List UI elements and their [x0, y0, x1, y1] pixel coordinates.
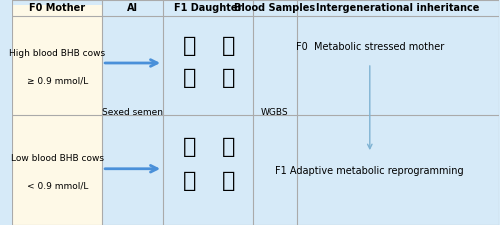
Text: 🐄: 🐄: [183, 36, 196, 56]
Text: Blood Samples: Blood Samples: [234, 3, 316, 13]
Text: F0 Mother: F0 Mother: [29, 3, 86, 13]
Text: WGBS: WGBS: [261, 108, 288, 117]
Text: 🐄: 🐄: [222, 137, 235, 157]
Bar: [12, 4, 102, 225]
Text: F1 Daughter: F1 Daughter: [174, 3, 242, 13]
Text: 🐄: 🐄: [222, 68, 235, 88]
Text: Intergenerational inheritance: Intergenerational inheritance: [316, 3, 480, 13]
Text: 🐄: 🐄: [183, 68, 196, 88]
Text: 🐄: 🐄: [183, 137, 196, 157]
Text: Sexed semen: Sexed semen: [102, 108, 163, 117]
Text: 🐄: 🐄: [183, 171, 196, 191]
Text: Low blood BHB cows: Low blood BHB cows: [10, 154, 104, 163]
Text: ≥ 0.9 mmol/L: ≥ 0.9 mmol/L: [26, 76, 88, 86]
Text: High blood BHB cows: High blood BHB cows: [9, 50, 106, 58]
Text: F1 Adaptive metabolic reprogramming: F1 Adaptive metabolic reprogramming: [276, 166, 464, 176]
Text: F0  Metabolic stressed mother: F0 Metabolic stressed mother: [296, 42, 444, 52]
Text: 🐄: 🐄: [222, 171, 235, 191]
Text: < 0.9 mmol/L: < 0.9 mmol/L: [26, 181, 88, 190]
Text: AI: AI: [127, 3, 138, 13]
Text: 🐄: 🐄: [222, 36, 235, 56]
